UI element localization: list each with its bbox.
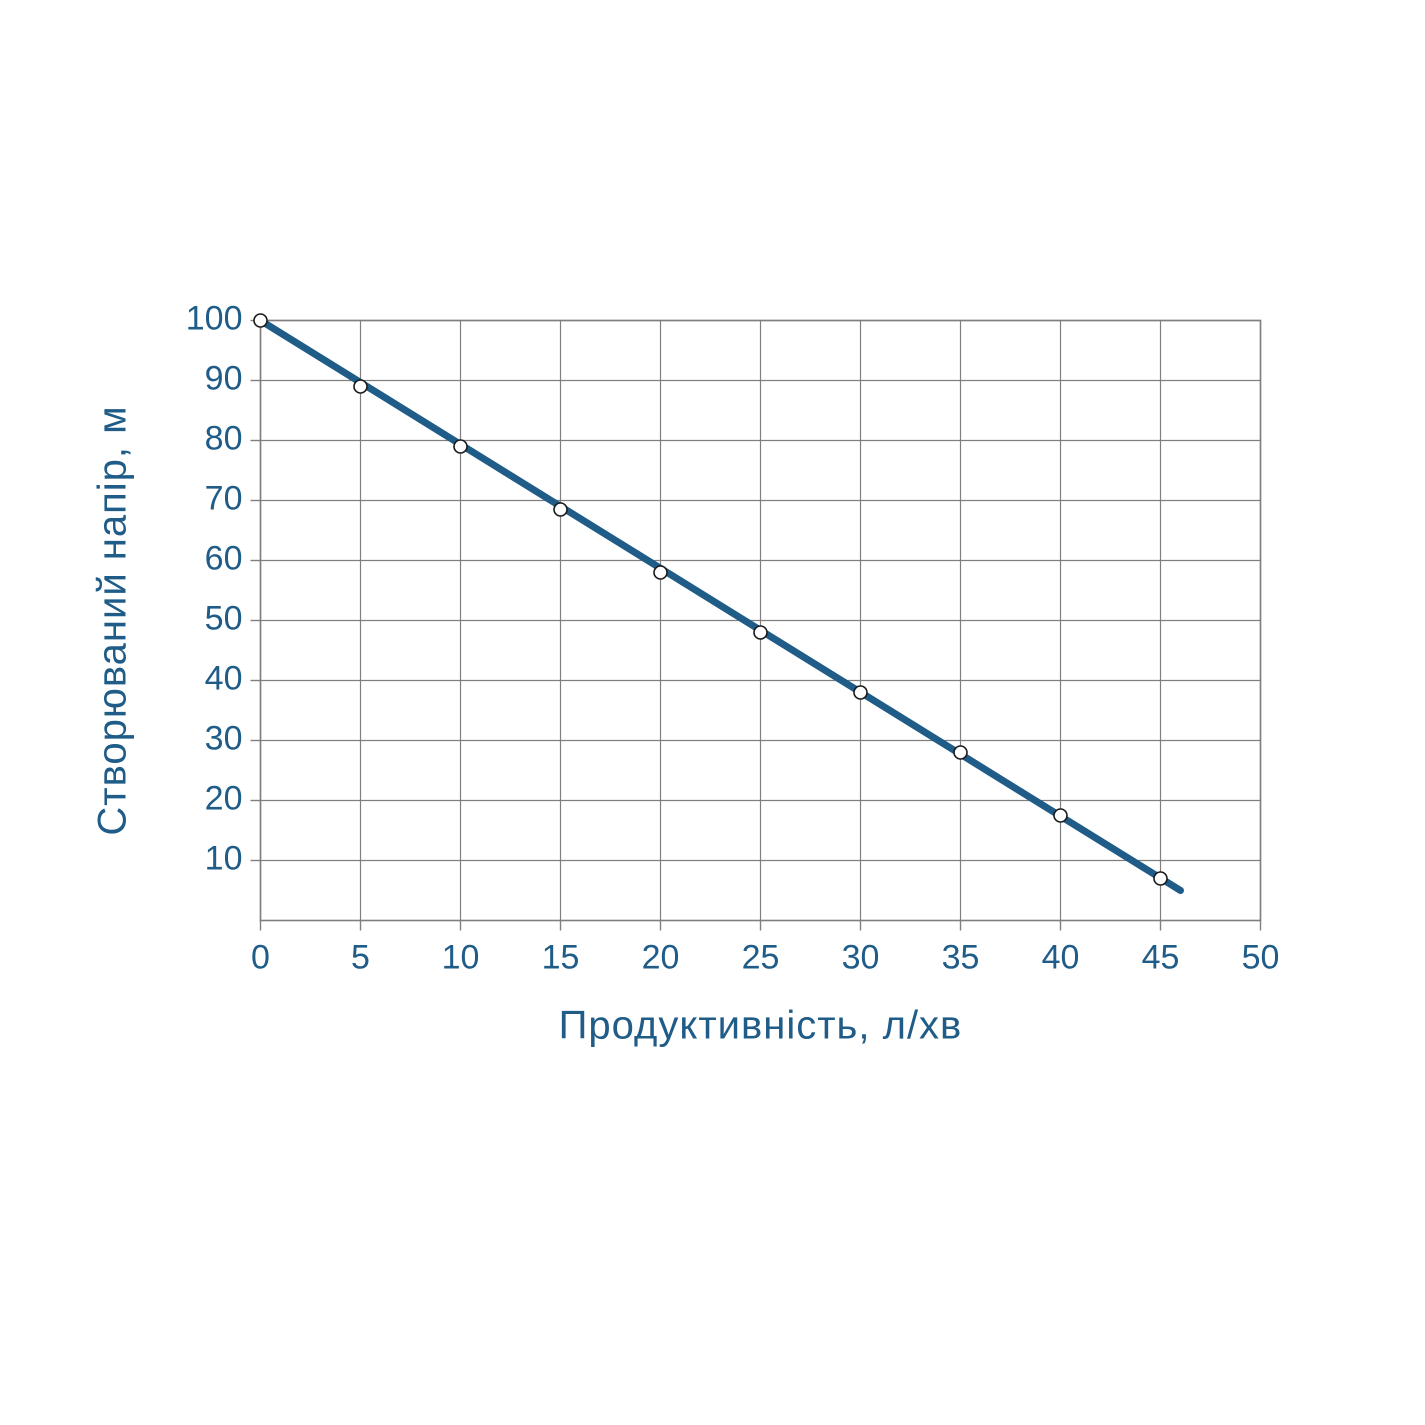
x-tick-label: 10 bbox=[441, 938, 479, 976]
y-tick-label: 30 bbox=[204, 719, 242, 757]
x-tick-label: 35 bbox=[941, 938, 979, 976]
y-tick-label: 20 bbox=[204, 779, 242, 817]
data-marker bbox=[354, 380, 367, 393]
chart-svg: 0 5 10 15 20 25 30 35 40 45 50 10 20 30 40 50 60 70 80 90 10… bbox=[0, 0, 1425, 1425]
x-tick-label: 20 bbox=[641, 938, 679, 976]
y-tick-label: 80 bbox=[204, 419, 242, 457]
data-marker bbox=[454, 440, 467, 453]
x-tick-label: 45 bbox=[1141, 938, 1179, 976]
data-marker bbox=[1154, 872, 1167, 885]
data-marker bbox=[954, 746, 967, 759]
y-tick-label: 70 bbox=[204, 479, 242, 517]
y-tick-label: 40 bbox=[204, 659, 242, 697]
data-marker bbox=[854, 686, 867, 699]
y-tick-label: 60 bbox=[204, 539, 242, 577]
data-marker bbox=[754, 626, 767, 639]
x-tick-label: 25 bbox=[741, 938, 779, 976]
data-marker bbox=[254, 314, 267, 327]
x-axis-label: Продуктивність, л/хв bbox=[558, 1003, 962, 1047]
x-tick-label: 5 bbox=[351, 938, 370, 976]
data-marker bbox=[1054, 809, 1067, 822]
x-tick-label: 40 bbox=[1041, 938, 1079, 976]
y-tick-label: 10 bbox=[204, 839, 242, 877]
x-tick-label: 30 bbox=[841, 938, 879, 976]
pump-curve-chart: 0 5 10 15 20 25 30 35 40 45 50 10 20 30 40 50 60 70 80 90 10… bbox=[0, 0, 1425, 1425]
x-tick-label: 0 bbox=[251, 938, 270, 976]
y-tick-label: 50 bbox=[204, 599, 242, 637]
y-tick-label: 100 bbox=[185, 299, 242, 337]
data-marker bbox=[654, 566, 667, 579]
y-tick-label: 90 bbox=[204, 359, 242, 397]
x-tick-label: 50 bbox=[1241, 938, 1279, 976]
y-axis-label: Створюваний напір, м bbox=[90, 405, 134, 835]
data-marker bbox=[554, 503, 567, 516]
x-tick-label: 15 bbox=[541, 938, 579, 976]
